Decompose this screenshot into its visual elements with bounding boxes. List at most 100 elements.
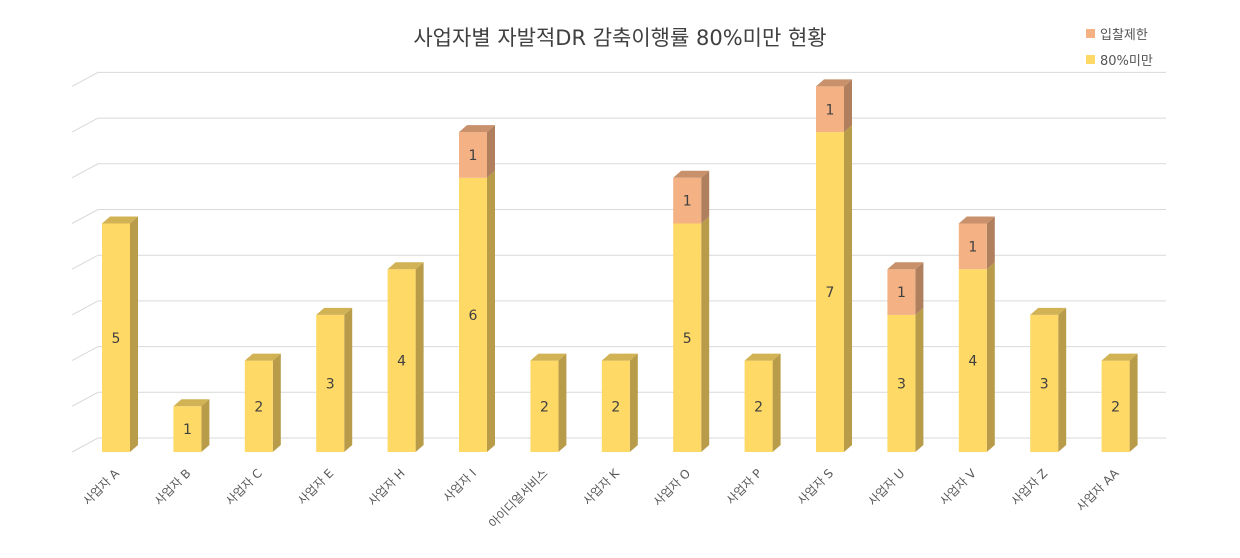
legend: 입찰제한 80%미만	[1086, 20, 1153, 72]
bar-side-under-80	[344, 307, 353, 452]
bar-side-under-80	[701, 216, 710, 452]
x-tick-label: 사업자 AA	[1074, 466, 1122, 514]
bar-under-80	[316, 314, 345, 452]
bar-side-under-80	[558, 353, 567, 452]
data-label-under-80: 7	[826, 285, 835, 301]
bar-side-under-80	[915, 307, 924, 452]
data-label-bid-restriction: 1	[826, 102, 835, 118]
legend-label-under-80: 80%미만	[1100, 53, 1153, 69]
bar-top	[1101, 353, 1138, 361]
bar-top	[816, 79, 852, 87]
x-tick-label: 사업자 K	[580, 465, 622, 507]
bar-side-under-80	[844, 125, 852, 452]
bar-top	[958, 216, 995, 224]
x-tick-label: 사업자 B	[152, 466, 194, 508]
chart-title: 사업자별 자발적DR 감축이행률 80%미만 현황	[413, 26, 827, 50]
bar-side-under-80	[629, 353, 638, 452]
bar-top	[530, 353, 567, 361]
data-label-under-80: 2	[540, 399, 549, 415]
bar-bid-restriction	[958, 223, 987, 270]
bar-side-bid-restriction	[915, 262, 924, 315]
x-tick-label: 사업자 P	[724, 466, 765, 507]
x-tick-label: 사업자 A	[80, 466, 122, 508]
bar-top	[173, 399, 210, 407]
bar-under-80	[601, 360, 630, 452]
bar-side-under-80	[201, 399, 210, 452]
bar-under-80	[102, 223, 130, 452]
data-label-under-80: 1	[183, 422, 192, 438]
data-label-under-80: 3	[897, 376, 906, 392]
legend-label-bid-restriction: 입찰제한	[1100, 27, 1148, 43]
x-tick-label: 사업자 C	[223, 466, 265, 508]
bar-side-bid-restriction	[986, 216, 995, 270]
bar-top	[316, 307, 353, 315]
bar-side-under-80	[130, 216, 138, 452]
data-label-bid-restriction: 1	[897, 285, 906, 301]
bar-side-bid-restriction	[701, 170, 710, 224]
bar-under-80	[1101, 360, 1130, 452]
bar-under-80	[816, 132, 844, 452]
bar-bid-restriction	[459, 132, 487, 178]
x-tick-label: 사업자 Z	[1008, 466, 1050, 508]
data-label-bid-restriction: 1	[683, 194, 692, 210]
bar-bid-restriction	[673, 177, 702, 224]
bar-top	[601, 353, 638, 361]
data-label-under-80: 2	[754, 399, 763, 415]
x-tick-label: 아이디얼서비스	[486, 466, 551, 531]
bar-top	[744, 353, 781, 361]
bar-side-under-80	[487, 170, 495, 453]
data-label-under-80: 5	[112, 331, 121, 347]
bar-top	[1030, 307, 1067, 315]
bar-top	[459, 125, 495, 133]
x-tick-label: 사업자 S	[795, 466, 836, 507]
data-label-under-80: 3	[1040, 376, 1049, 392]
gridline	[71, 163, 1166, 179]
data-label-under-80: 4	[968, 354, 977, 370]
bar-under-80	[744, 360, 773, 452]
bar-side-bid-restriction	[487, 125, 495, 178]
data-label-under-80: 2	[254, 399, 263, 415]
bar-under-80	[173, 406, 202, 452]
legend-swatch-under-80	[1086, 54, 1095, 64]
gridline	[71, 117, 1166, 133]
data-label-under-80: 6	[469, 308, 478, 324]
x-tick-label: 사업자 V	[937, 466, 979, 508]
x-tick-label: 사업자 U	[865, 466, 907, 508]
legend-item-bid-restriction: 입찰제한	[1086, 20, 1153, 46]
bar-side-under-80	[986, 262, 995, 452]
data-label-under-80: 2	[611, 399, 620, 415]
gridline	[71, 391, 1166, 407]
bar-under-80	[958, 269, 987, 452]
bar-top	[387, 262, 424, 270]
bar-side-under-80	[1058, 307, 1067, 452]
gridline	[71, 254, 1166, 270]
legend-swatch-bid-restriction	[1086, 28, 1095, 38]
bar-under-80	[1030, 314, 1059, 452]
bar-under-80	[673, 223, 702, 452]
bar-side-bid-restriction	[844, 79, 852, 133]
x-tick-label: 사업자 E	[295, 466, 336, 507]
data-label-bid-restriction: 1	[968, 239, 977, 255]
bar-side-under-80	[272, 353, 281, 452]
bar-side-under-80	[772, 353, 781, 452]
bar-side-under-80	[1129, 353, 1138, 452]
data-label-under-80: 4	[397, 354, 406, 370]
data-label-bid-restriction: 1	[469, 148, 478, 164]
bar-bid-restriction	[816, 86, 844, 133]
data-label-under-80: 3	[326, 376, 335, 392]
bar-top	[244, 353, 281, 361]
bar-under-80	[459, 177, 487, 453]
bar-top	[887, 262, 924, 270]
data-label-under-80: 2	[1111, 399, 1120, 415]
data-label-under-80: 5	[683, 331, 692, 347]
x-tick-label: 사업자 O	[651, 466, 694, 509]
bar-top	[673, 170, 710, 178]
gridline	[71, 71, 1166, 87]
gridline	[71, 437, 1166, 453]
x-tick-label: 사업자 H	[365, 466, 407, 508]
bar-top	[102, 216, 138, 224]
bar-under-80	[887, 314, 916, 452]
bar-under-80	[530, 360, 559, 452]
gridline	[71, 346, 1166, 362]
